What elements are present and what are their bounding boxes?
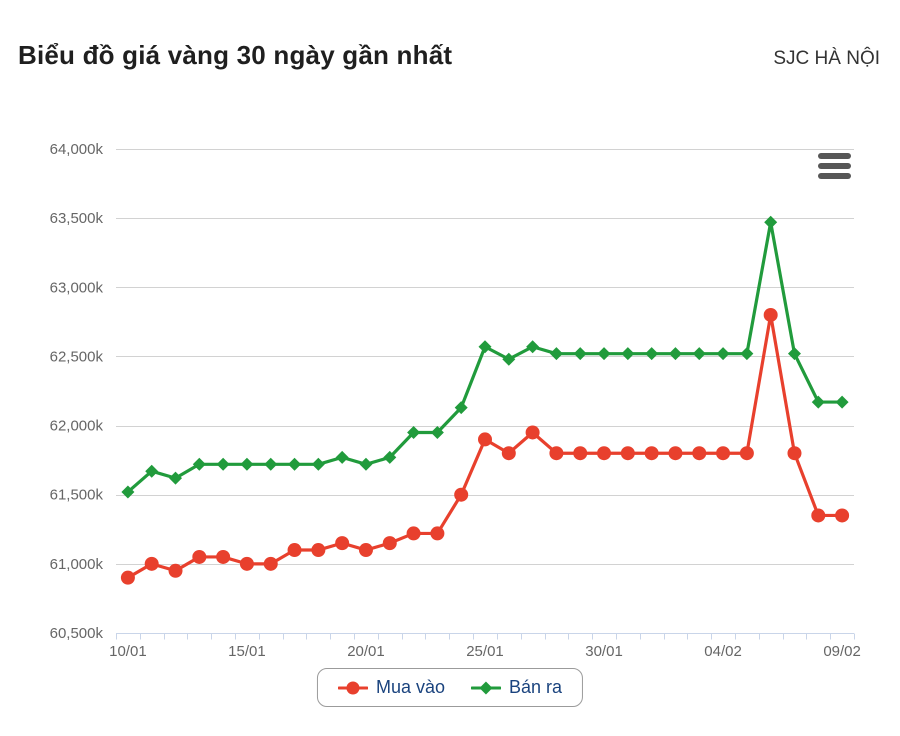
hamburger-bar: [818, 153, 851, 159]
green-diamond-marker-icon: [471, 681, 501, 694]
svg-text:04/02: 04/02: [704, 643, 742, 660]
svg-text:62,000k: 62,000k: [50, 418, 104, 435]
hamburger-bar: [818, 163, 851, 169]
svg-text:63,500k: 63,500k: [50, 210, 104, 227]
legend-label: Mua vào: [375, 677, 445, 697]
legend-label: Bán ra: [509, 677, 563, 697]
svg-text:25/01: 25/01: [466, 643, 504, 660]
svg-text:63,000k: 63,000k: [50, 279, 104, 296]
svg-text:60,500k: 60,500k: [50, 625, 104, 642]
svg-text:20/01: 20/01: [347, 643, 385, 660]
svg-text:30/01: 30/01: [585, 643, 623, 660]
hamburger-menu-icon[interactable]: [818, 153, 851, 181]
series-bán-ra[interactable]: [121, 215, 849, 499]
series-mua-vào[interactable]: [120, 307, 850, 585]
source-label: SJC HÀ NỘI: [773, 48, 880, 69]
svg-text:15/01: 15/01: [228, 643, 266, 660]
svg-text:62,500k: 62,500k: [50, 348, 104, 365]
svg-text:10/01: 10/01: [109, 643, 147, 660]
svg-text:61,500k: 61,500k: [50, 487, 104, 504]
legend-item-ban-ra[interactable]: Bán ra: [471, 677, 562, 698]
x-axis-labels: 10/01 15/01 20/01 25/01 30/01 04/02 09/02: [109, 643, 861, 660]
svg-text:61,000k: 61,000k: [50, 556, 104, 573]
chart-legend: Mua vào Bán ra: [316, 668, 584, 707]
hamburger-bar: [818, 173, 851, 179]
y-axis-labels: 60,500k 61,000k 61,500k 62,000k 62,500k 63,00…: [50, 141, 104, 642]
page-title: Biểu đồ giá vàng 30 ngày gần nhất: [18, 40, 453, 70]
red-circle-marker-icon: [337, 681, 368, 694]
svg-text:09/02: 09/02: [823, 643, 861, 660]
legend-item-mua-vao[interactable]: Mua vào: [337, 677, 445, 698]
x-axis: [116, 633, 855, 640]
svg-text:64,000k: 64,000k: [50, 141, 104, 158]
